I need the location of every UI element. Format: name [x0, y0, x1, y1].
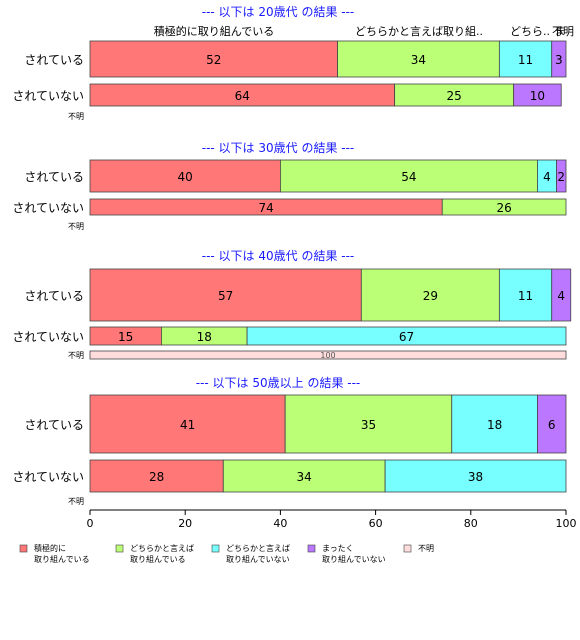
- legend-swatch: [19, 544, 28, 553]
- legend-label: 積極的に: [34, 543, 66, 553]
- row-label: されている: [24, 418, 84, 432]
- bar-segment: [513, 83, 562, 107]
- legend-label: 取り組んでいる: [34, 554, 90, 564]
- group-title: --- 以下は 20歳代 の結果 ---: [202, 5, 355, 19]
- row-label: されていない: [12, 330, 84, 344]
- data-label: 29: [423, 289, 438, 303]
- data-label: 11: [518, 289, 533, 303]
- row-label: されている: [24, 170, 84, 184]
- data-label: 38: [468, 470, 483, 484]
- column-label: どちら..: [510, 25, 550, 38]
- bar-segment: [89, 40, 338, 78]
- data-label: 18: [487, 418, 502, 432]
- legend-label: 取り組んでいない: [226, 554, 290, 564]
- group-title: --- 以下は 30歳代 の結果 ---: [202, 141, 355, 155]
- row-label: されていない: [12, 89, 84, 103]
- legend-swatch: [307, 544, 316, 553]
- bar-segment: [222, 459, 386, 493]
- data-label: 54: [401, 170, 416, 184]
- bar-segment: [337, 40, 500, 78]
- row-label: されている: [24, 289, 84, 303]
- bar-segment: [89, 459, 224, 493]
- bar-segment: [89, 350, 567, 360]
- data-label: 34: [411, 53, 426, 67]
- bar-segment: [551, 268, 572, 322]
- legend-swatch: [403, 544, 412, 553]
- data-label: 3: [555, 53, 563, 67]
- legend-label: どちらかと言えば: [130, 543, 194, 553]
- data-label: 40: [178, 170, 193, 184]
- bar-segment: [556, 159, 567, 193]
- x-tick-label: 80: [464, 517, 478, 530]
- column-label: どちらかと言えば取り組..: [355, 25, 483, 38]
- bar-segment: [551, 40, 567, 78]
- row-label: 不明: [68, 112, 84, 121]
- column-label: ま: [555, 25, 566, 38]
- data-label: 18: [197, 330, 212, 344]
- data-label: 15: [118, 330, 133, 344]
- bar-segment: [384, 459, 567, 493]
- bar-segment: [89, 268, 362, 322]
- column-label: 積極的に取り組んでいる: [154, 24, 274, 38]
- data-label: 11: [518, 53, 533, 67]
- legend-label: どちらかと言えば: [226, 543, 290, 553]
- data-label: 74: [258, 201, 273, 215]
- bar-segment: [498, 268, 553, 322]
- data-label: 4: [557, 289, 565, 303]
- data-label: 100: [320, 351, 335, 360]
- legend-label: 不明: [418, 544, 434, 553]
- row-label: されていない: [12, 201, 84, 215]
- bar-segment: [441, 198, 567, 216]
- row-label: 不明: [68, 497, 84, 506]
- data-label: 41: [180, 418, 195, 432]
- legend-swatch: [115, 544, 124, 553]
- data-label: 2: [557, 170, 565, 184]
- x-tick-label: 0: [87, 517, 94, 530]
- row-label: 不明: [68, 222, 84, 231]
- x-tick-label: 20: [178, 517, 192, 530]
- data-label: 52: [206, 53, 221, 67]
- legend-label: 取り組んでいる: [130, 554, 186, 564]
- data-label: 34: [297, 470, 312, 484]
- x-tick-label: 60: [369, 517, 383, 530]
- legend-swatch: [211, 544, 220, 553]
- legend-label: 取り組んでいない: [322, 554, 386, 564]
- row-label: されていない: [12, 470, 84, 484]
- data-label: 67: [399, 330, 414, 344]
- bar-segment: [246, 326, 567, 346]
- bar-segment: [360, 268, 500, 322]
- column-label: 不明: [552, 25, 574, 38]
- data-label: 6: [548, 418, 556, 432]
- data-label: 25: [446, 89, 461, 103]
- x-tick-label: 40: [273, 517, 287, 530]
- bar-segment: [284, 394, 453, 454]
- bar-segment: [279, 159, 538, 193]
- x-tick-label: 100: [556, 517, 577, 530]
- row-label: されている: [24, 53, 84, 67]
- group-title: --- 以下は 40歳代 の結果 ---: [202, 249, 355, 263]
- data-label: 26: [496, 201, 511, 215]
- data-label: 10: [530, 89, 545, 103]
- bar-segment: [537, 394, 567, 454]
- data-label: 35: [361, 418, 376, 432]
- data-label: 28: [149, 470, 164, 484]
- data-label: 57: [218, 289, 233, 303]
- row-label: 不明: [68, 351, 84, 360]
- legend-label: まったく: [322, 544, 354, 553]
- bar-segment: [89, 394, 286, 454]
- data-label: 64: [235, 89, 250, 103]
- group-title: --- 以下は 50歳以上 の結果 ---: [196, 376, 361, 390]
- data-label: 4: [543, 170, 551, 184]
